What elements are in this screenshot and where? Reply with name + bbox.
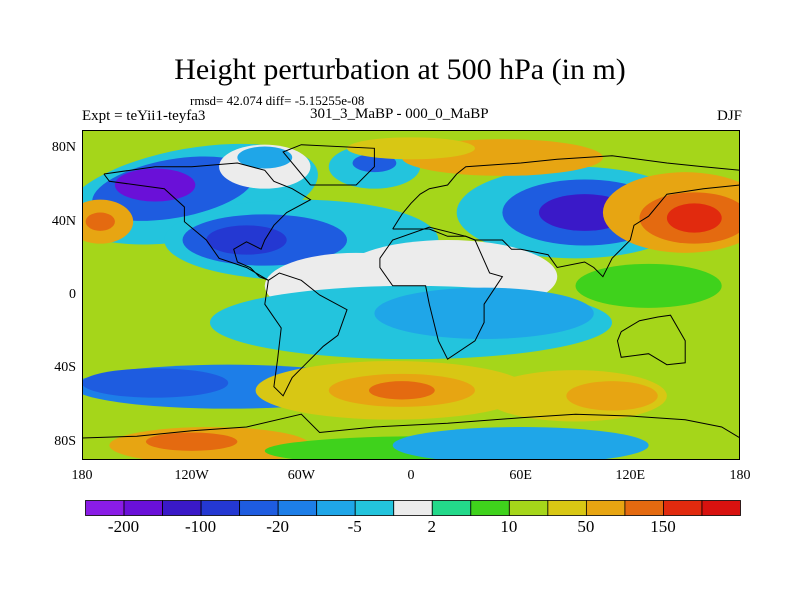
map-svg (82, 130, 740, 460)
case-label: 301_3_MaBP - 000_0_MaBP (310, 106, 489, 122)
y-tick-label: 40S (54, 360, 76, 376)
field-contour-19 (347, 137, 475, 160)
colorbar-swatch (508, 500, 549, 516)
coastline-0 (103, 162, 312, 281)
x-tick-label: 0 (407, 468, 415, 483)
colorbar-swatch (393, 500, 433, 516)
colorbar-swatch (624, 500, 664, 516)
colorbar-swatch (316, 500, 356, 516)
colorbar-label: -20 (266, 517, 289, 536)
coastline-2 (282, 144, 375, 186)
y-tick-label: 80N (51, 140, 76, 156)
colorbar-label: 150 (650, 517, 676, 536)
field-contours (82, 137, 740, 460)
field-contour-35 (392, 427, 649, 460)
map-frame (82, 130, 740, 460)
x-tick-label: 60W (287, 468, 315, 483)
x-tick-label: 120W (174, 468, 209, 483)
x-tick-label: 180 (71, 468, 93, 483)
field-contour-14 (85, 212, 115, 231)
rmsd-diff-stats: rmsd= 42.074 diff= -5.15255e-08 (190, 93, 365, 108)
coastline-1 (264, 272, 348, 397)
colorbar-swatch (123, 500, 163, 516)
coastlines (82, 144, 740, 439)
field-contour-33 (145, 432, 238, 451)
y-tick-label: 80S (54, 433, 76, 449)
field-contour-25 (82, 368, 229, 398)
field-contour-28 (368, 381, 435, 400)
field-contour-31 (575, 263, 722, 308)
colorbar-swatch (701, 500, 741, 516)
field-contour-2 (114, 168, 196, 202)
coastline-6 (82, 413, 740, 439)
colorbar-svg (85, 500, 741, 516)
field-contour-30 (566, 381, 658, 411)
colorbar-swatch (585, 500, 626, 516)
colorbar-swatch (85, 500, 125, 516)
colorbar-label: 2 (427, 517, 437, 536)
colorbar-swatch (200, 500, 241, 516)
colorbar-swatch (663, 500, 703, 516)
field-contour-17 (666, 203, 722, 233)
y-tick-label: 0 (69, 287, 76, 302)
colorbar-swatch (431, 500, 472, 516)
colorbar-swatch (547, 500, 587, 516)
colorbar-swatch (239, 500, 279, 516)
colorbar-swatch (277, 500, 318, 516)
colorbar-swatch (354, 500, 395, 516)
colorbar-label: 50 (577, 517, 595, 536)
coastline-3 (392, 155, 740, 278)
field-contour-5 (206, 225, 287, 255)
season-label: DJF (716, 108, 742, 124)
field-contour-7 (237, 146, 293, 169)
colorbar-swatch (470, 500, 510, 516)
x-tick-label: 120E (615, 468, 646, 483)
colorbar-label: -200 (107, 517, 140, 536)
y-tick-label: 40N (51, 213, 76, 229)
colorbar-label: 10 (500, 517, 518, 536)
coastline-5 (616, 314, 686, 366)
x-tick-label: 60E (509, 468, 532, 483)
chart-title: Height perturbation at 500 hPa (in m) (174, 53, 626, 86)
map-plot (82, 130, 740, 460)
colorbar-label: -5 (347, 517, 362, 536)
colorbar-label: -100 (184, 517, 217, 536)
experiment-label: Expt = teYii1-teyfa3 (82, 108, 206, 124)
x-tick-label: 180 (729, 468, 751, 483)
colorbar-swatch (162, 500, 202, 516)
coastline-4 (379, 226, 504, 360)
